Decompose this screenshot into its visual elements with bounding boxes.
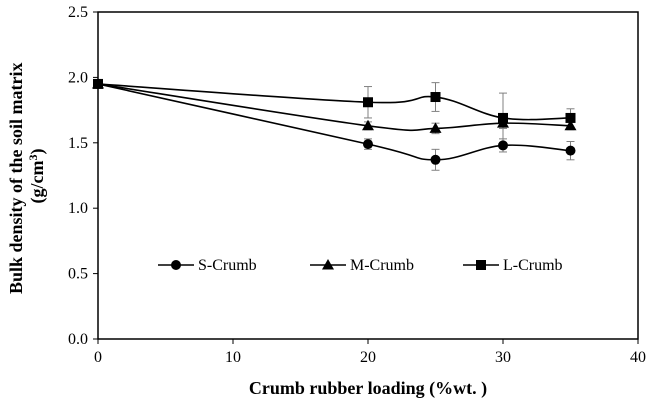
legend: S-Crumb M-Crumb L-Crumb [158,257,563,274]
y-tick-label: 2.0 [68,69,88,86]
m-crumb-point [362,119,374,131]
legend-item-m-crumb: M-Crumb [310,257,414,274]
y-axis-title-line2: (g/cm3) [26,149,48,204]
legend-item-l-crumb: L-Crumb [463,257,563,274]
s-crumb-point [430,154,441,165]
s-crumb-point [565,145,576,156]
x-tick-label: 10 [225,349,241,366]
x-axis-title: Crumb rubber loading (%wt. ) [249,378,487,399]
l-crumb-point [565,112,576,123]
legend-swatch-marker [322,259,334,270]
m-crumb-line [97,83,571,132]
legend-label: S-Crumb [198,257,257,274]
s-crumb-line [97,83,571,161]
x-tick-label: 20 [360,349,376,366]
legend-item-s-crumb: S-Crumb [158,257,257,274]
legend-swatch-marker [476,260,486,270]
y-tick-label: 2.5 [68,4,88,21]
legend-label: M-Crumb [350,257,414,274]
s-crumb-point [363,139,373,150]
x-tick-label: 0 [94,349,102,366]
y-axis-title: Bulk density of the soil matrix (g/cm3) [6,58,48,294]
y-tick-label: 1.5 [68,135,88,152]
m-crumb-point [429,122,442,133]
x-tick-label: 40 [630,349,646,366]
m-crumb-point [564,119,577,131]
plot-frame [97,11,639,340]
x-axis-ticks: 0 10 20 30 40 [94,339,646,366]
x-tick-label: 30 [495,349,511,366]
y-tick-label: 0.0 [68,331,88,348]
legend-swatch-marker [171,260,181,270]
y-tick-label: 0.5 [68,266,88,283]
series-lines [97,83,571,161]
y-axis-title-line1: Bulk density of the soil matrix [6,62,26,294]
l-crumb-line [97,83,571,121]
l-crumb-point [363,97,373,108]
series-markers [92,77,577,165]
l-crumb-point [498,112,508,123]
y-tick-label: 1.0 [68,200,88,217]
l-crumb-point [93,78,103,89]
y-axis-ticks: 0.0 0.5 1.0 1.5 2.0 2.5 [68,4,98,348]
legend-label: L-Crumb [503,257,563,274]
s-crumb-point [498,140,508,151]
l-crumb-point [430,92,441,103]
